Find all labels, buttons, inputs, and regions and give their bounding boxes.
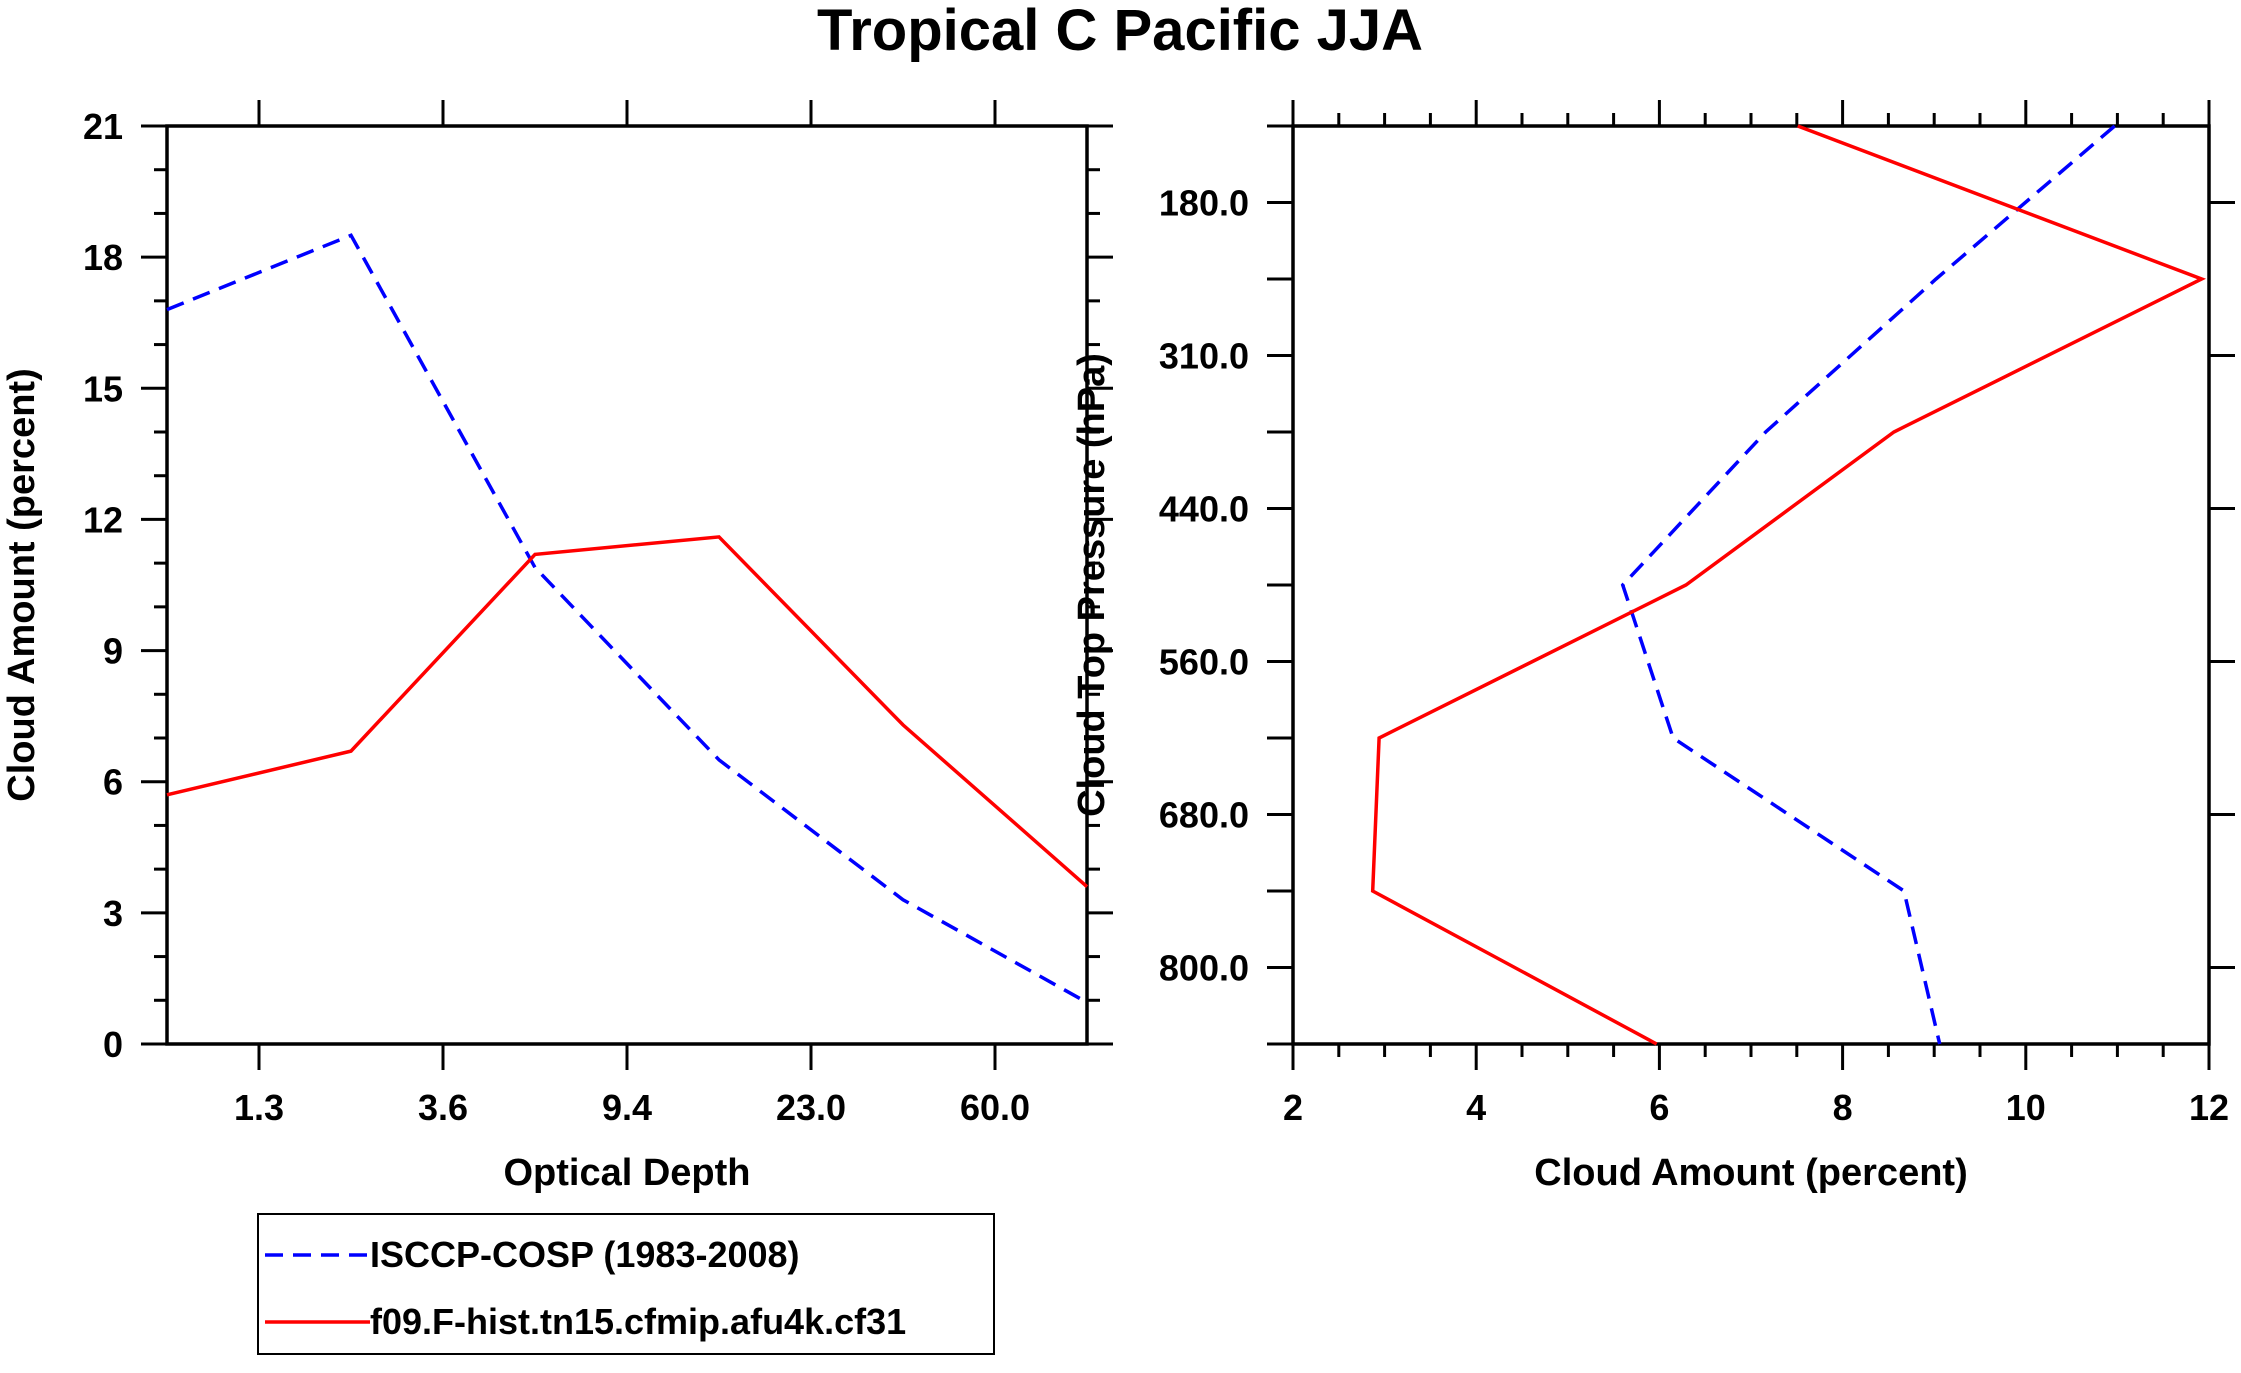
left-x-tick-label: 1.3: [234, 1087, 284, 1128]
left-plot-frame: [165, 124, 1089, 1046]
right-x-tick-label: 10: [2006, 1087, 2046, 1128]
right-x-tick-label: 2: [1283, 1087, 1303, 1128]
left-x-tick-label: 3.6: [418, 1087, 468, 1128]
right-y-tick-label: 680.0: [1159, 795, 1249, 836]
legend-label-model: f09.F-hist.tn15.cfmip.afu4k.cf31: [370, 1301, 906, 1342]
left-series-isccp-line: [166, 233, 1088, 1004]
left-y-axis-label: Cloud Amount (percent): [1, 368, 43, 801]
left-x-axis-label: Optical Depth: [503, 1152, 750, 1194]
left-y-tick-label: 0: [103, 1024, 123, 1065]
left-y-tick-label: 6: [103, 762, 123, 803]
left-y-tick-label: 9: [103, 631, 123, 672]
left-y-tick-label: 18: [83, 237, 123, 278]
right-x-tick-label: 6: [1649, 1087, 1669, 1128]
right-x-tick-label: 12: [2189, 1087, 2229, 1128]
right-plot-frame: [1291, 124, 2211, 1046]
legend: ISCCP-COSP (1983-2008) f09.F-hist.tn15.c…: [257, 1213, 995, 1355]
right-y-tick-label: 180.0: [1159, 183, 1249, 224]
right-y-tick-label: 800.0: [1159, 948, 1249, 989]
right-series-isccp-line: [1620, 124, 2116, 1045]
chart-title: Tropical C Pacific JJA: [817, 0, 1423, 63]
right-y-tick-label: 560.0: [1159, 642, 1249, 683]
right-y-tick-label: 440.0: [1159, 489, 1249, 530]
left-y-tick-label: 21: [83, 106, 123, 147]
right-x-tick-label: 8: [1833, 1087, 1853, 1128]
left-x-tick-label: 9.4: [602, 1087, 652, 1128]
left-x-tick-label: 60.0: [960, 1087, 1030, 1128]
left-y-tick-label: 3: [103, 893, 123, 934]
optical-depth-panel: Optical Depth Cloud Amount (percent) 0 3 6…: [1, 100, 1113, 1194]
right-y-tick-label: 310.0: [1159, 336, 1249, 377]
left-series-model-line: [166, 535, 1089, 888]
right-x-axis-label: Cloud Amount (percent): [1534, 1152, 1967, 1194]
right-y-axis-label: Cloud Top Pressure (hPa): [1071, 353, 1113, 817]
left-y-tick-label: 15: [83, 368, 123, 409]
pressure-panel: Cloud Amount (percent) Cloud Top Pressur…: [1071, 100, 2235, 1194]
right-series-model-line: [1370, 124, 2207, 1046]
legend-label-isccp: ISCCP-COSP (1983-2008): [370, 1234, 800, 1275]
right-x-tick-label: 4: [1466, 1087, 1486, 1128]
legend-box: [257, 1213, 995, 1355]
left-x-tick-label: 23.0: [776, 1087, 846, 1128]
left-y-tick-label: 12: [83, 499, 123, 540]
